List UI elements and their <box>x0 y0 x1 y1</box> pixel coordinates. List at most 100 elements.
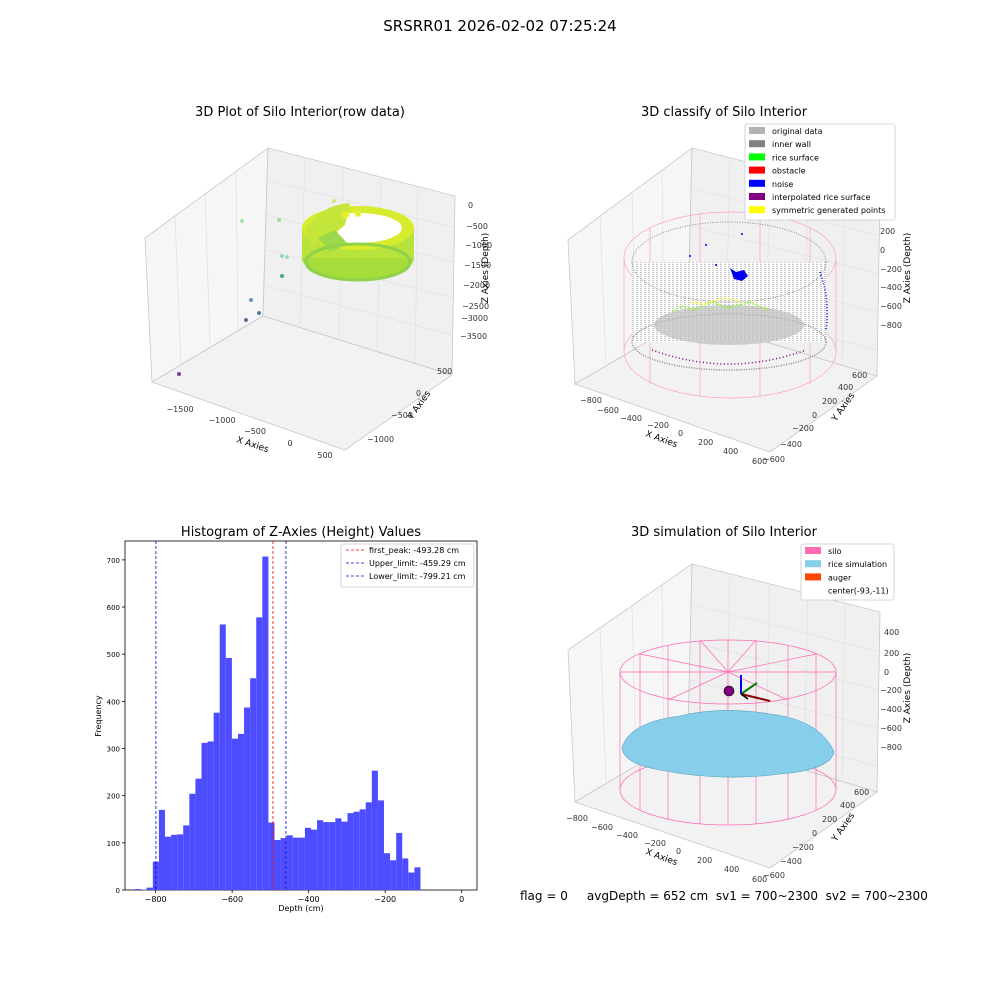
raw-ytick: −1000 <box>367 435 394 444</box>
histogram-ytick-label: 400 <box>107 698 120 706</box>
classify-xtick: 400 <box>723 447 738 456</box>
classify-ytick: 0 <box>812 411 817 420</box>
legend-label: symmetric generated points <box>772 206 885 215</box>
classify-ztick: −200 <box>880 265 902 274</box>
classify-ytick: −200 <box>792 424 814 433</box>
raw-ztick: −1500 <box>464 261 491 270</box>
histogram-bar <box>171 834 178 890</box>
legend-swatch <box>749 127 765 134</box>
histogram-bar <box>207 741 214 890</box>
simulation-ztick: 400 <box>884 628 899 637</box>
legend-swatch <box>749 179 765 187</box>
simulation-x-ticks: −800 −600 −400 −200 0 200 400 600 <box>566 814 767 884</box>
histogram-ytick-label: 200 <box>107 793 120 801</box>
legend-swatch <box>749 166 765 174</box>
histogram-bar <box>402 858 409 890</box>
histogram-bar <box>201 742 208 890</box>
histogram-bar <box>317 820 324 890</box>
raw-xtick: −1000 <box>208 416 235 425</box>
raw-ztick: −3000 <box>461 314 488 323</box>
histogram-bar <box>183 825 190 890</box>
legend-swatch <box>749 206 765 214</box>
histogram-legend: first_peak: -493.28 cm Upper_limit: -459.… <box>340 543 475 588</box>
legend-swatch <box>749 140 765 148</box>
legend-swatch <box>749 193 765 200</box>
legend-label: auger <box>828 573 852 582</box>
legend-label: inner wall <box>772 140 811 149</box>
histogram-ytick-label: 500 <box>107 651 120 659</box>
legend-swatch <box>805 560 821 568</box>
legend-label: center(-93,-11) <box>828 587 889 596</box>
classify-xtick: −400 <box>620 414 642 423</box>
histogram-bar <box>244 707 251 890</box>
simulation-legend: silo rice simulation auger center(-93,-11) <box>800 543 895 601</box>
raw-ztick: −2000 <box>463 281 490 290</box>
raw-ztick: −1000 <box>465 241 492 250</box>
simulation-xtick: −800 <box>566 814 588 823</box>
histogram-bar <box>335 818 342 890</box>
classify-ytick: −600 <box>763 455 785 464</box>
legend-label: rice surface <box>772 153 819 162</box>
histogram-bar <box>164 836 172 890</box>
legend-label: silo <box>828 547 842 556</box>
histogram-bar <box>189 793 196 890</box>
raw-xlabel: X Axies <box>235 435 270 455</box>
histogram-bar <box>213 712 220 890</box>
histogram-bar <box>152 861 159 890</box>
histogram-ytick-label: 0 <box>116 887 120 895</box>
status-line: flag = 0 avgDepth = 652 cm sv1 = 700~230… <box>520 889 928 903</box>
simulation-ytick: 0 <box>812 829 817 838</box>
classify-ytick: 200 <box>822 397 837 406</box>
figure-title: SRSRR01 2026-02-02 07:25:24 <box>383 17 617 35</box>
legend-label: obstacle <box>772 167 806 176</box>
classify-3d-plot: 3D classify of Silo Interior <box>567 105 913 466</box>
simulation-ztick: −800 <box>880 743 902 752</box>
histogram-bar <box>298 837 305 890</box>
histogram-title: Histogram of Z-Axies (Height) Values <box>181 525 421 540</box>
legend-swatch <box>805 547 821 554</box>
simulation-zlabel: Z Axies (Depth) <box>903 653 913 724</box>
histogram-bar <box>390 860 397 890</box>
raw-ytick: 0 <box>416 389 421 398</box>
histogram-xtick-label: −800 <box>145 895 167 904</box>
simulation-ztick: −600 <box>880 724 902 733</box>
histogram-bar <box>274 840 281 890</box>
histogram-bar <box>359 809 366 890</box>
classify-xtick: −800 <box>580 396 602 405</box>
raw-outlier-points <box>177 199 336 376</box>
classify-ytick: −400 <box>780 440 802 449</box>
simulation-ztick: −200 <box>880 686 902 695</box>
classify-xtick: 600 <box>752 457 767 466</box>
raw-silo-ring <box>302 203 414 282</box>
histogram-bar <box>408 872 415 890</box>
legend-label: interpolated rice surface <box>772 193 870 202</box>
raw-zlabel: Z Axies (Depth) <box>481 233 491 304</box>
raw-x-ticks: −1500 −1000 −500 0 500 <box>166 405 332 460</box>
histogram-xtick-label: −200 <box>374 895 396 904</box>
classify-xtick: −200 <box>647 421 669 430</box>
legend-label: noise <box>772 180 793 189</box>
simulation-y-ticks: 600 400 200 0 −200 −400 −600 <box>763 788 869 880</box>
histogram-bar <box>341 821 348 890</box>
simulation-ytick: −200 <box>792 843 814 852</box>
histogram-bar <box>353 811 360 890</box>
simulation-ytick: −400 <box>780 857 802 866</box>
histogram-ytick-label: 600 <box>107 604 120 612</box>
simulation-ytick: 600 <box>854 788 869 797</box>
histogram-bar <box>256 617 263 890</box>
legend-label: original data <box>772 127 823 136</box>
histogram-bar <box>377 800 384 890</box>
simulation-xtick: 600 <box>752 875 767 884</box>
histogram-bar <box>365 802 372 890</box>
histogram-bar <box>414 867 421 890</box>
raw-xtick: −500 <box>244 427 266 436</box>
histogram-ytick-label: 100 <box>107 840 120 848</box>
histogram-bar <box>250 678 257 890</box>
simulation-3d-plot: 3D simulation of Silo Interior <box>566 525 913 884</box>
raw-data-3d-plot: 3D Plot of Silo Interior(row data) <box>144 105 492 460</box>
classify-xtick: 200 <box>698 438 713 447</box>
simulation-rice-surface <box>621 710 835 778</box>
simulation-xtick: 0 <box>676 847 681 856</box>
histogram-ytick-label: 700 <box>107 557 120 565</box>
classify-ztick: −600 <box>880 302 902 311</box>
